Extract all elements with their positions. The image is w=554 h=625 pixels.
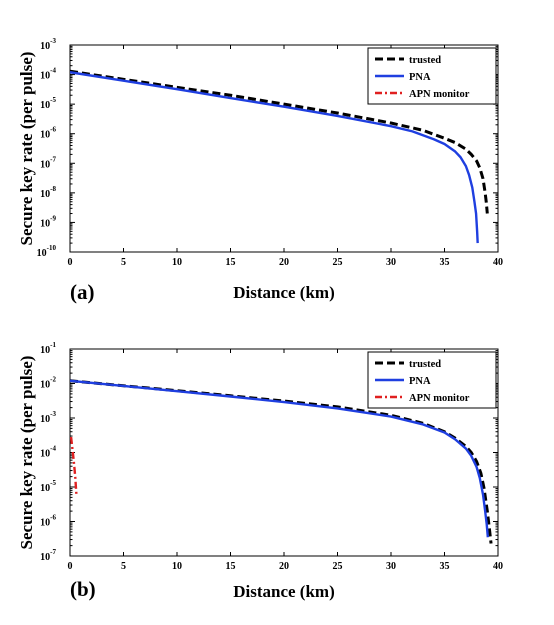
y-axis-label: Secure key rate (per pulse) <box>17 52 36 246</box>
x-tick-label: 0 <box>68 561 73 572</box>
legend-label: trusted <box>409 359 441 370</box>
legend-label: trusted <box>409 55 441 66</box>
y-tick-label: 10-3 <box>40 37 56 52</box>
y-axis-label: Secure key rate (per pulse) <box>17 356 36 550</box>
y-tick-label: 10-3 <box>40 410 56 425</box>
y-tick-label: 10-7 <box>40 155 56 170</box>
series-line-pna <box>70 71 479 244</box>
series-line-trusted <box>70 69 489 214</box>
x-tick-label: 35 <box>440 257 450 268</box>
chart-panel-b: 0 5 10 15 20 25 30 35 40 10-7 10-6 10-5 10-4 10-3 10-2… <box>17 341 503 601</box>
legend-label: APN monitor <box>409 89 470 100</box>
x-axis-label: Distance (km) <box>233 283 335 302</box>
y-tick-label: 10-1 <box>40 341 56 356</box>
series-line-apn-monitor <box>70 436 78 495</box>
x-tick-label: 25 <box>333 561 343 572</box>
chart-panel-a: 0 5 10 15 20 25 30 35 40 10-10 10-9 10-8 10-7 10-6 10-… <box>17 37 503 304</box>
y-tick-label: 10-7 <box>40 548 56 563</box>
y-tick-label: 10-6 <box>40 514 56 529</box>
x-tick-label: 20 <box>279 257 289 268</box>
legend-label: APN monitor <box>409 393 470 404</box>
panel-label: (a) <box>70 280 95 304</box>
legend-label: PNA <box>409 376 431 387</box>
x-tick-label: 15 <box>226 561 236 572</box>
x-tick-label: 30 <box>386 257 396 268</box>
series-line-pna <box>70 379 490 538</box>
panel-label: (b) <box>70 577 96 601</box>
y-tick-label: 10-9 <box>40 214 56 229</box>
y-tick-label: 10-5 <box>40 96 56 111</box>
y-tick-label: 10-5 <box>40 479 56 494</box>
legend-label: PNA <box>409 72 431 83</box>
legend: trusted PNA APN monitor <box>367 47 497 105</box>
x-tick-label: 20 <box>279 561 289 572</box>
y-tick-label: 10-8 <box>40 185 56 200</box>
x-axis-label: Distance (km) <box>233 582 335 601</box>
x-tick-label: 5 <box>121 561 126 572</box>
x-tick-label: 40 <box>493 257 503 268</box>
x-tick-label: 15 <box>226 257 236 268</box>
x-tick-label: 5 <box>121 257 126 268</box>
x-tick-label: 40 <box>493 561 503 572</box>
x-tick-label: 10 <box>172 257 182 268</box>
y-tick-label: 10-10 <box>37 244 57 259</box>
x-tick-label: 0 <box>68 257 73 268</box>
x-tick-label: 25 <box>333 257 343 268</box>
y-tick-label: 10-4 <box>40 67 56 82</box>
legend: trusted PNA APN monitor <box>367 351 497 409</box>
x-tick-label: 30 <box>386 561 396 572</box>
y-tick-label: 10-4 <box>40 445 56 460</box>
y-tick-label: 10-6 <box>40 126 56 141</box>
x-tick-label: 10 <box>172 561 182 572</box>
y-tick-label: 10-2 <box>40 376 56 391</box>
x-tick-label: 35 <box>440 561 450 572</box>
